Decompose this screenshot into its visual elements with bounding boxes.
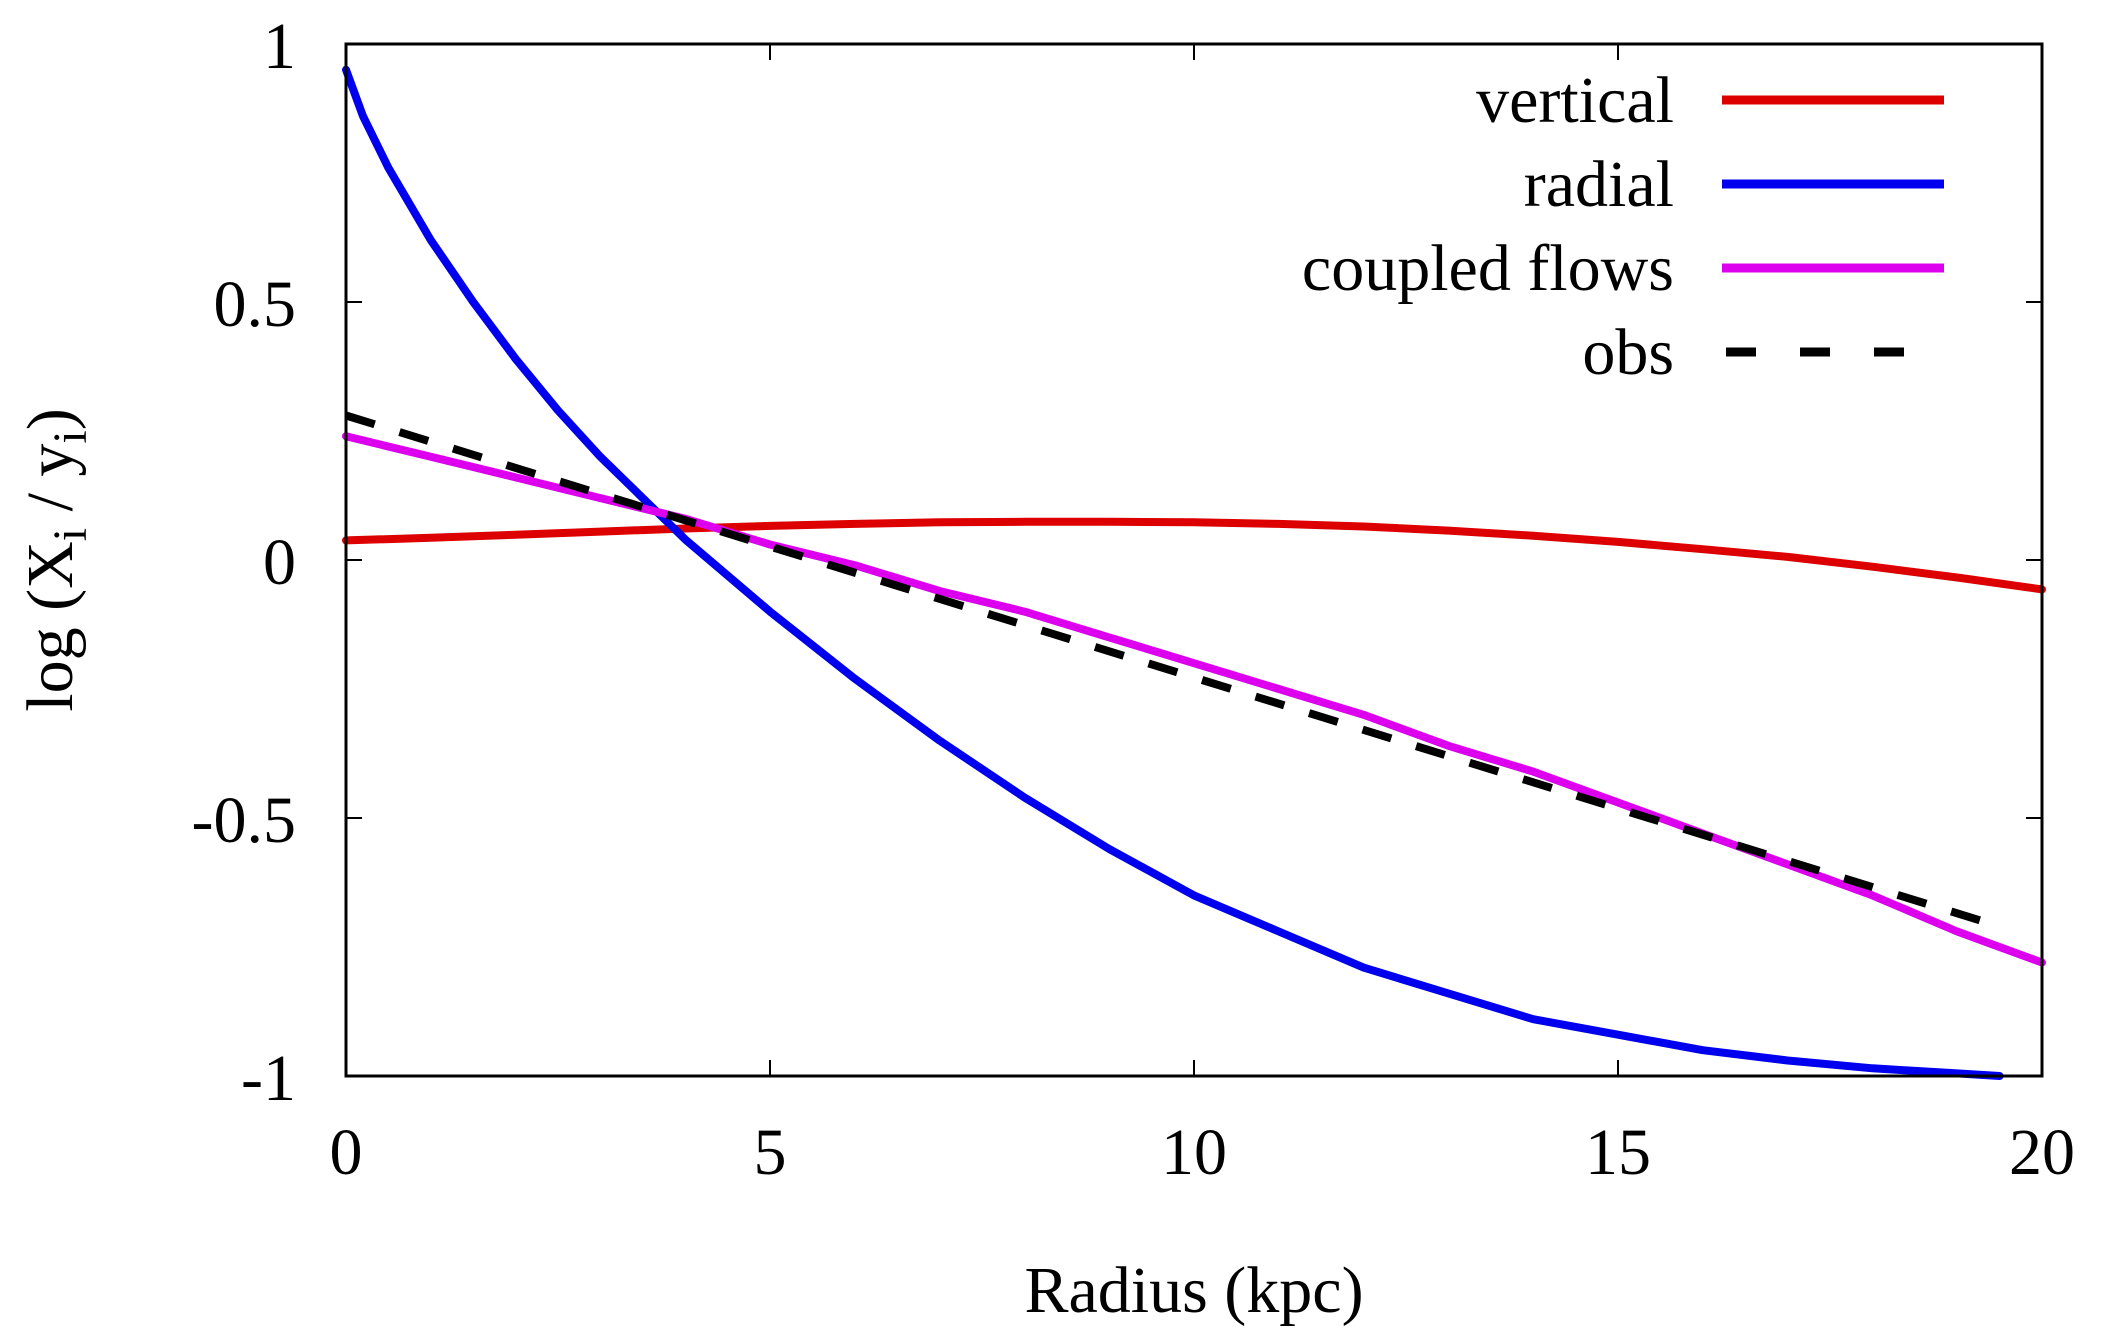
legend-label-vertical: vertical: [1476, 64, 1674, 137]
x-tick-label: 20: [2009, 1116, 2075, 1189]
series-line-obs: [344, 411, 2001, 931]
x-tick-label: 10: [1161, 1116, 1227, 1189]
series-line-vertical: [342, 517, 2046, 594]
y-tick-label: 0.5: [214, 268, 297, 341]
x-tick-label: 15: [1585, 1116, 1651, 1189]
x-tick-label: 0: [330, 1116, 363, 1189]
series-layer: [342, 65, 2046, 1080]
y-tick-label: -1: [241, 1042, 296, 1115]
x-axis-label: Radius (kpc): [1024, 1254, 1363, 1327]
y-tick-label: 0: [263, 526, 296, 599]
y-axis-label-mid: / y: [14, 444, 87, 528]
y-tick-label: -0.5: [192, 784, 296, 857]
y-axis-label: log (Xi / yi): [14, 408, 97, 712]
legend-label-radial: radial: [1524, 148, 1674, 221]
y-axis-label-sub2: i: [44, 430, 97, 443]
x-tick-label: 5: [754, 1116, 787, 1189]
y-axis-label-main: log (X: [14, 541, 87, 711]
svg-text:log (Xi / yi): log (Xi / yi): [14, 408, 97, 712]
y-axis-label-sub1: i: [44, 528, 97, 541]
series-line-radial: [342, 65, 2004, 1080]
y-axis-label-end: ): [14, 408, 87, 430]
legend-label-coupled-flows: coupled flows: [1302, 232, 1674, 305]
y-tick-label: 1: [263, 10, 296, 83]
ticks-layer: [346, 44, 2042, 1076]
legend: vertical radial coupled flows obs: [1302, 64, 1944, 389]
tick-labels-layer: 0 5 10 15 20 1 0.5 0 -0.5 -1: [192, 10, 2075, 1189]
legend-label-obs: obs: [1582, 316, 1674, 389]
